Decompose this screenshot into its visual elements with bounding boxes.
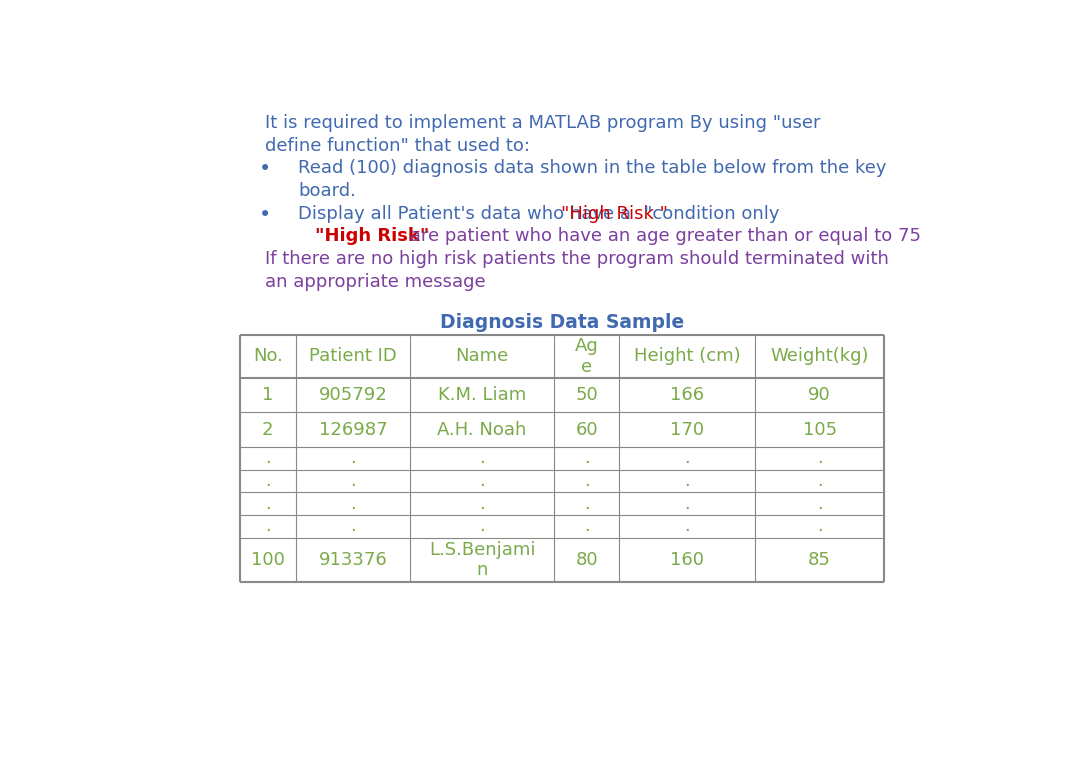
Text: L.S.Benjami
n: L.S.Benjami n: [429, 540, 536, 580]
Text: 100: 100: [251, 551, 285, 569]
Text: .: .: [265, 494, 271, 512]
Text: .: .: [350, 517, 355, 536]
Text: 90: 90: [808, 386, 831, 404]
Text: 60: 60: [576, 421, 598, 439]
Text: .: .: [480, 449, 485, 467]
Text: It is required to implement a MATLAB program By using "user: It is required to implement a MATLAB pro…: [265, 114, 820, 132]
Text: Weight(kg): Weight(kg): [770, 347, 869, 365]
Text: K.M. Liam: K.M. Liam: [438, 386, 526, 404]
Text: "High Risk ": "High Risk ": [561, 205, 667, 222]
Text: 2: 2: [262, 421, 273, 439]
Text: 126987: 126987: [319, 421, 387, 439]
Text: No.: No.: [253, 347, 283, 365]
Text: .: .: [816, 517, 823, 536]
Text: .: .: [265, 472, 271, 490]
Text: 50: 50: [576, 386, 598, 404]
Text: .: .: [684, 449, 690, 467]
Text: 166: 166: [670, 386, 704, 404]
Text: 905792: 905792: [319, 386, 388, 404]
Text: .: .: [584, 449, 590, 467]
Text: .: .: [265, 449, 271, 467]
Text: .: .: [480, 472, 485, 490]
Text: If there are no high risk patients the program should terminated with: If there are no high risk patients the p…: [265, 250, 889, 268]
Text: .: .: [584, 517, 590, 536]
Text: Ag
e: Ag e: [575, 337, 598, 376]
Text: A.H. Noah: A.H. Noah: [437, 421, 527, 439]
Text: "condition only: "condition only: [644, 205, 779, 222]
Text: .: .: [265, 517, 271, 536]
Text: Display all Patient's data who have a: Display all Patient's data who have a: [298, 205, 637, 222]
Text: 105: 105: [802, 421, 837, 439]
Text: .: .: [350, 472, 355, 490]
Text: .: .: [684, 472, 690, 490]
Text: Diagnosis Data Sample: Diagnosis Data Sample: [440, 312, 684, 332]
Text: Height (cm): Height (cm): [634, 347, 741, 365]
Text: .: .: [584, 494, 590, 512]
Text: .: .: [584, 472, 590, 490]
Text: "High Risk": "High Risk": [315, 227, 430, 245]
Text: .: .: [816, 449, 823, 467]
Text: 913376: 913376: [319, 551, 388, 569]
Text: .: .: [350, 449, 355, 467]
Text: 85: 85: [808, 551, 832, 569]
Text: are patient who have an age greater than or equal to 75: are patient who have an age greater than…: [404, 227, 920, 245]
Text: an appropriate message: an appropriate message: [265, 273, 485, 291]
Text: .: .: [480, 494, 485, 512]
Text: .: .: [350, 494, 355, 512]
Text: board.: board.: [298, 182, 356, 200]
Text: .: .: [816, 494, 823, 512]
Text: .: .: [684, 494, 690, 512]
Text: 80: 80: [576, 551, 598, 569]
Text: •: •: [259, 159, 271, 179]
Text: define function" that used to:: define function" that used to:: [265, 136, 529, 154]
Text: 160: 160: [670, 551, 704, 569]
Text: •: •: [259, 205, 271, 225]
Text: .: .: [480, 517, 485, 536]
Text: Name: Name: [456, 347, 509, 365]
Text: 1: 1: [262, 386, 273, 404]
Text: .: .: [816, 472, 823, 490]
Text: Read (100) diagnosis data shown in the table below from the key: Read (100) diagnosis data shown in the t…: [298, 159, 887, 177]
Text: 170: 170: [670, 421, 704, 439]
Text: Patient ID: Patient ID: [309, 347, 396, 365]
Text: .: .: [684, 517, 690, 536]
